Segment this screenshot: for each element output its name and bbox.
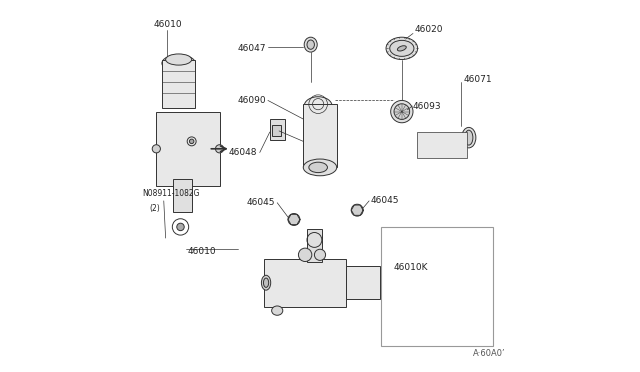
Text: 46010: 46010	[153, 20, 182, 29]
Ellipse shape	[307, 40, 314, 49]
Ellipse shape	[271, 306, 283, 315]
Ellipse shape	[390, 41, 414, 57]
Bar	[138, 26, 227, 342]
Ellipse shape	[162, 55, 195, 72]
Ellipse shape	[216, 145, 223, 153]
Text: 46071: 46071	[463, 76, 492, 84]
Ellipse shape	[264, 278, 269, 287]
Ellipse shape	[304, 37, 317, 52]
Bar	[422, 135, 429, 155]
Ellipse shape	[152, 145, 161, 153]
Bar	[458, 139, 465, 151]
Ellipse shape	[288, 214, 300, 225]
Ellipse shape	[303, 159, 337, 176]
Text: 46020: 46020	[415, 25, 444, 34]
Text: (2): (2)	[150, 204, 161, 213]
Bar	[451, 138, 459, 153]
Ellipse shape	[461, 128, 476, 148]
Bar	[270, 119, 285, 140]
Ellipse shape	[390, 100, 413, 123]
Circle shape	[177, 223, 184, 231]
Bar	[307, 229, 322, 262]
Bar	[271, 125, 281, 136]
Ellipse shape	[166, 54, 191, 65]
Circle shape	[314, 249, 326, 260]
Text: 46010: 46010	[188, 247, 216, 256]
Text: 46045: 46045	[370, 196, 399, 205]
Ellipse shape	[309, 162, 328, 173]
Bar	[303, 104, 337, 167]
Bar	[346, 266, 380, 299]
Text: N08911-1082G: N08911-1082G	[142, 189, 200, 198]
Bar	[445, 140, 451, 151]
Circle shape	[298, 248, 312, 262]
Bar	[173, 179, 191, 212]
Circle shape	[189, 139, 194, 144]
Ellipse shape	[394, 104, 410, 119]
Text: 46010K: 46010K	[394, 263, 428, 272]
Ellipse shape	[261, 275, 271, 290]
Bar	[232, 11, 500, 357]
Ellipse shape	[397, 46, 406, 51]
Bar	[264, 259, 346, 307]
Text: 46090: 46090	[237, 96, 266, 105]
Ellipse shape	[386, 37, 418, 60]
Ellipse shape	[465, 130, 473, 145]
Ellipse shape	[351, 204, 363, 216]
Text: 46048: 46048	[229, 148, 257, 157]
Text: 46045: 46045	[247, 198, 275, 207]
Bar	[435, 138, 445, 152]
Text: 46093: 46093	[413, 102, 442, 110]
Ellipse shape	[304, 97, 332, 115]
Text: 46047: 46047	[237, 44, 266, 53]
Bar	[156, 112, 220, 186]
Bar	[162, 60, 195, 108]
Bar	[417, 132, 467, 158]
Bar	[381, 227, 493, 346]
Text: A·60A0’: A·60A0’	[472, 349, 505, 358]
Bar	[429, 137, 435, 153]
